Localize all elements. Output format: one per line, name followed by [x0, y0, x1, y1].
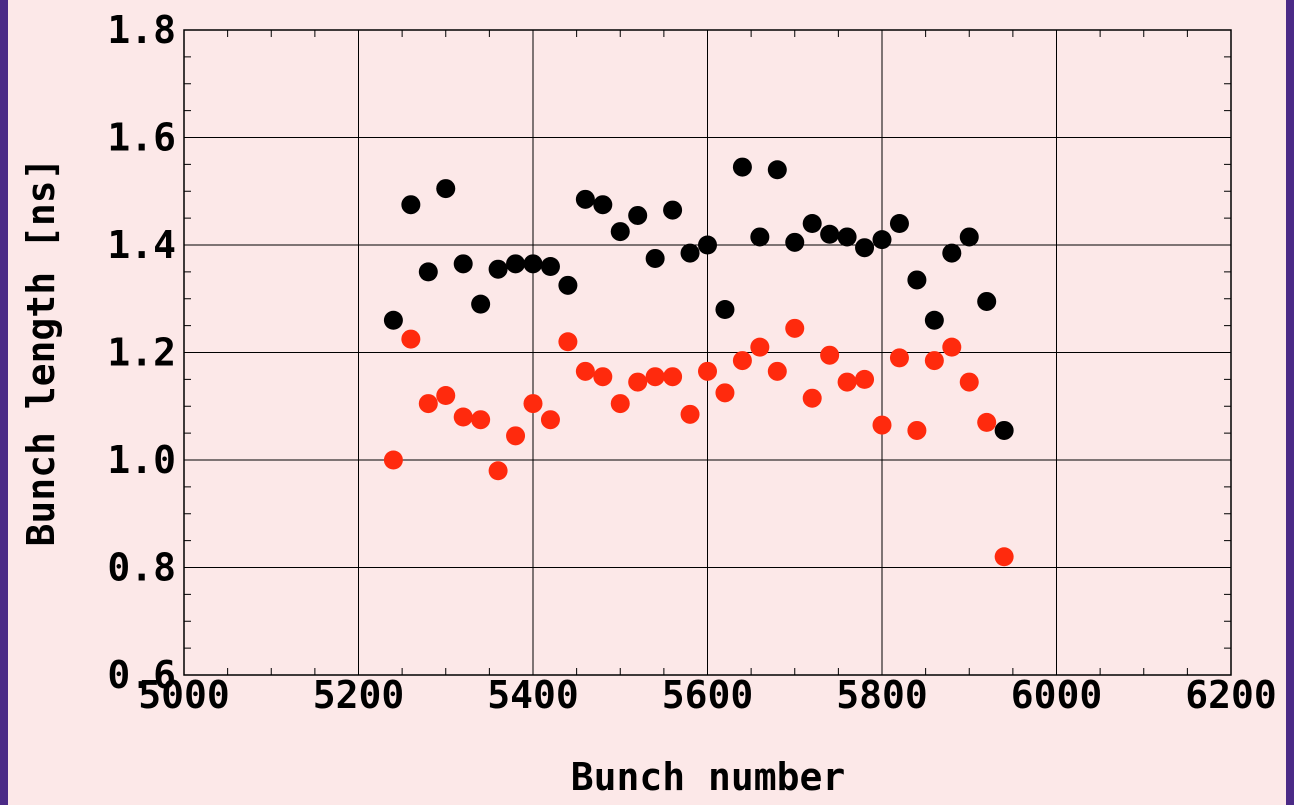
data-point-red [767, 361, 787, 381]
chart-frame: 5000 5200 5400 5600 5800 6000 6200 0.6 0.8 1.0 1.… [8, 0, 1286, 805]
data-point-red [715, 383, 735, 403]
data-point-black [698, 235, 717, 255]
x-tick-label: 5000 [138, 673, 230, 717]
y-tick-label: 1.4 [107, 223, 176, 267]
data-point-black [767, 160, 787, 180]
data-point-black [488, 259, 508, 279]
x-tick-label: 5800 [836, 673, 928, 717]
data-point-red [401, 329, 421, 349]
data-point-black [628, 205, 648, 225]
data-point-black [418, 262, 438, 282]
data-point-black [471, 294, 491, 314]
y-axis-title: Bunch length [ns] [19, 158, 63, 547]
y-tick-label: 1.6 [107, 116, 176, 160]
data-point-red [837, 372, 857, 392]
data-point-black [924, 310, 944, 330]
data-point-black [837, 227, 857, 247]
data-point-red [453, 407, 473, 427]
data-point-black [802, 214, 822, 233]
data-point-red [942, 337, 962, 357]
data-point-red [383, 450, 403, 470]
data-point-red [418, 394, 438, 414]
data-point-red [645, 367, 665, 387]
data-point-black [401, 195, 421, 215]
data-point-black [959, 227, 979, 247]
data-point-black [436, 179, 456, 199]
data-point-red [820, 345, 840, 365]
data-point-black [558, 275, 578, 295]
data-point-red [575, 361, 595, 381]
data-point-red [785, 318, 805, 338]
x-tick-label: 5200 [313, 673, 405, 717]
y-tick-labels: 0.6 0.8 1.0 1.2 1.4 1.6 1.8 [107, 8, 176, 697]
data-point-black [889, 214, 909, 233]
data-point-red [436, 386, 456, 405]
data-point-red [680, 404, 700, 424]
data-point-black [785, 232, 805, 252]
data-point-black [680, 243, 700, 263]
data-point-black [855, 238, 875, 258]
data-point-black [610, 222, 630, 242]
data-point-red [488, 461, 508, 481]
x-tick-labels: 5000 5200 5400 5600 5800 6000 6200 [138, 673, 1277, 717]
data-point-red [628, 372, 648, 392]
data-point-black [977, 291, 997, 311]
data-point-black [732, 157, 752, 177]
data-point-red [610, 394, 630, 414]
data-point-black [750, 227, 770, 247]
data-point-red [924, 351, 944, 371]
data-point-red [872, 415, 892, 435]
y-tick-label: 0.6 [107, 653, 176, 697]
data-point-red [593, 367, 613, 387]
data-point-red [506, 426, 526, 446]
x-tick-label: 6000 [1011, 673, 1103, 717]
data-point-red [802, 388, 822, 408]
data-point-red [698, 361, 717, 381]
data-point-red [907, 420, 927, 440]
data-point-red [959, 372, 979, 392]
data-point-red [855, 369, 875, 389]
data-point-black [523, 254, 543, 274]
data-point-red [471, 410, 491, 430]
data-point-red [750, 337, 770, 357]
x-axis-title: Bunch number [571, 755, 846, 799]
data-point-black [942, 243, 962, 263]
y-tick-label: 1.2 [107, 331, 176, 375]
data-point-black [575, 189, 595, 209]
data-point-black [994, 420, 1014, 440]
data-point-black [540, 257, 560, 276]
x-tick-label: 5400 [487, 673, 579, 717]
y-tick-label: 0.8 [107, 546, 176, 590]
data-point-black [907, 270, 927, 290]
data-point-black [645, 248, 665, 268]
data-point-red [732, 351, 752, 371]
y-tick-label: 1.8 [107, 8, 176, 52]
data-point-red [663, 367, 683, 387]
data-point-red [994, 547, 1014, 567]
data-point-red [540, 410, 560, 430]
x-tick-label: 5600 [662, 673, 754, 717]
data-point-black [453, 254, 473, 274]
data-point-red [523, 394, 543, 414]
data-point-black [506, 254, 526, 274]
minor-ticks [183, 29, 1232, 676]
data-point-red [558, 332, 578, 352]
data-point-black [593, 195, 613, 215]
data-point-black [715, 300, 735, 319]
data-point-black [820, 224, 840, 244]
data-point-red [977, 412, 997, 432]
x-tick-label: 6200 [1185, 673, 1277, 717]
data-points [383, 157, 1014, 567]
data-point-black [663, 200, 683, 220]
scatter-chart: 5000 5200 5400 5600 5800 6000 6200 0.6 0.8 1.0 1.… [19, 8, 1277, 799]
data-point-red [889, 348, 909, 368]
y-tick-label: 1.0 [107, 438, 176, 482]
data-point-black [383, 310, 403, 330]
data-point-black [872, 230, 892, 250]
